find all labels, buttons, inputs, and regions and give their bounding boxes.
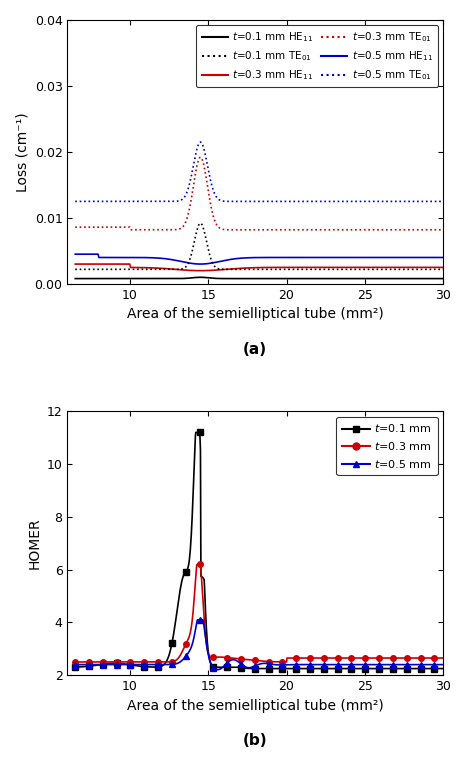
Legend: $t$=0.1 mm, $t$=0.3 mm, $t$=0.5 mm: $t$=0.1 mm, $t$=0.3 mm, $t$=0.5 mm (336, 417, 438, 475)
Y-axis label: HOMER: HOMER (27, 517, 41, 569)
Legend: $t$=0.1 mm HE$_{11}$, $t$=0.1 mm TE$_{01}$, $t$=0.3 mm HE$_{11}$, $t$=0.3 mm TE$: $t$=0.1 mm HE$_{11}$, $t$=0.1 mm TE$_{01… (196, 25, 438, 87)
Text: (b): (b) (243, 733, 267, 748)
Y-axis label: Loss (cm⁻¹): Loss (cm⁻¹) (15, 112, 29, 192)
X-axis label: Area of the semielliptical tube (mm²): Area of the semielliptical tube (mm²) (127, 698, 384, 713)
X-axis label: Area of the semielliptical tube (mm²): Area of the semielliptical tube (mm²) (127, 307, 384, 322)
Text: (a): (a) (243, 342, 267, 357)
